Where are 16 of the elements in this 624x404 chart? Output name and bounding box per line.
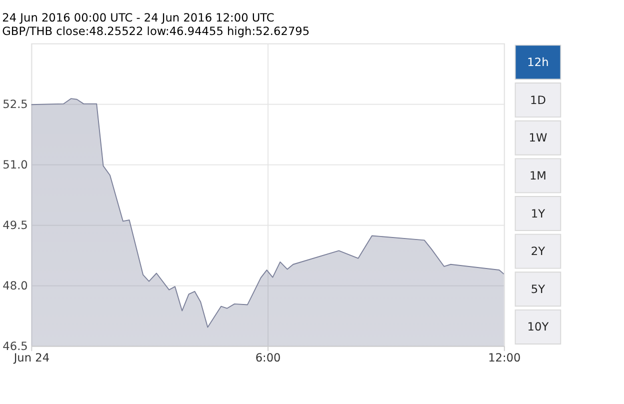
text: 10Y (527, 320, 549, 334)
text: 2Y (530, 244, 546, 258)
chart-subtitle: GBP/THB close:48.25522 low:46.94455 high:52.62795 (2, 24, 310, 38)
text: 1Y (530, 206, 546, 220)
text: 1W (528, 130, 548, 145)
text: 1M (529, 168, 546, 182)
y-tick-label: 48.0 (2, 278, 28, 293)
y-tick-label: 49.5 (2, 218, 28, 232)
y-tick-label: 52.5 (2, 97, 28, 112)
text: 5Y (530, 282, 546, 296)
text: 12h (527, 55, 549, 70)
x-tick-label: 6:00 (255, 350, 281, 364)
chart-title: 24 Jun 2016 00:00 UTC - 24 Jun 2016 12:00 UTC (2, 10, 274, 25)
text: 1D (530, 92, 546, 107)
y-tick-label: 51.0 (2, 158, 28, 172)
x-tick-label: 12:00 (488, 350, 521, 364)
